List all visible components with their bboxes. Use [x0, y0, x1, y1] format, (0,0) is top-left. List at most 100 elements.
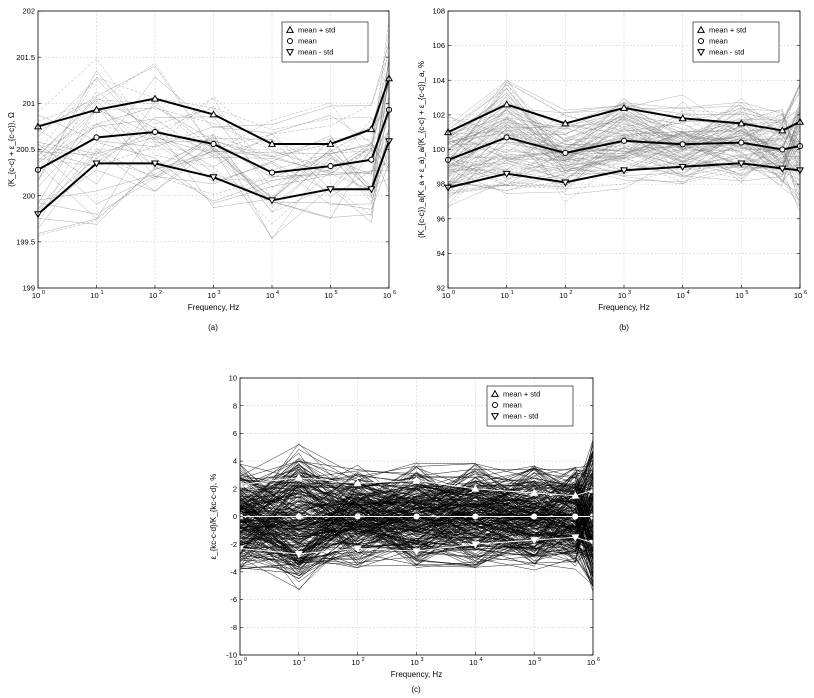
trial-curve — [240, 510, 593, 566]
x-tick-label: 10 — [293, 658, 301, 667]
trial-curve — [448, 123, 800, 184]
trial-curve — [448, 118, 800, 180]
trial-curve — [240, 481, 593, 526]
trial-curve — [448, 131, 800, 165]
series-line — [37, 109, 390, 174]
trial-curve — [240, 507, 593, 552]
trial-curve — [38, 123, 389, 202]
series-point — [471, 541, 480, 549]
x-tick-label: 10 — [559, 291, 567, 300]
legend-entry: mean - std — [298, 48, 333, 57]
series-line — [447, 162, 801, 189]
trial-curve — [240, 469, 593, 558]
trial-curve — [448, 119, 800, 195]
x-tick-exponent: 5 — [335, 290, 338, 296]
x-tick-exponent: 0 — [452, 290, 455, 296]
trial-curve — [38, 65, 389, 174]
series-point — [531, 513, 538, 520]
legend-marker — [696, 25, 706, 33]
trial-curve — [38, 53, 389, 150]
trial-curve — [448, 114, 800, 162]
trial-curve — [240, 494, 593, 550]
x-tick-label: 10 — [266, 291, 274, 300]
trial-curve — [448, 110, 800, 186]
trial-curve — [38, 99, 389, 168]
trial-curve — [448, 84, 800, 136]
trial-curve — [240, 497, 593, 574]
legend-box — [692, 21, 780, 63]
y-tick-label: -2 — [230, 540, 237, 549]
x-tick-exponent: 3 — [628, 290, 631, 296]
trial-curve — [38, 74, 389, 156]
x-tick-label: 10 — [735, 291, 743, 300]
trial-curve — [240, 501, 593, 565]
trial-curve — [240, 493, 593, 564]
series-point — [503, 134, 510, 141]
y-tick-label: 6 — [233, 429, 237, 438]
trial-curve — [448, 140, 800, 181]
series-point — [93, 134, 100, 141]
trial-curve — [448, 135, 800, 212]
y-tick-label: 0 — [233, 512, 237, 521]
trial-curve — [448, 104, 800, 157]
legend-marker — [286, 37, 294, 45]
trial-curve — [448, 106, 800, 154]
x-tick-label: 10 — [500, 291, 508, 300]
x-tick-label: 10 — [469, 658, 477, 667]
series-point — [92, 105, 101, 113]
x-tick-exponent: 5 — [538, 657, 541, 663]
x-tick-label: 10 — [618, 291, 626, 300]
trial-curve — [240, 482, 593, 556]
trial-curve — [448, 114, 800, 172]
trial-curve — [240, 463, 593, 552]
legend-entry: mean + std — [709, 26, 746, 35]
trial-curve — [240, 504, 593, 582]
series-point — [368, 156, 375, 163]
series-point — [562, 149, 569, 157]
y-tick-label: 94 — [437, 249, 445, 258]
series-point — [353, 479, 362, 487]
series-point — [354, 513, 361, 520]
x-axis-label: Frequency, Hz — [188, 303, 239, 312]
trial-curve — [448, 131, 800, 174]
trial-curve — [240, 465, 593, 523]
x-axis-label: Frequency, Hz — [391, 670, 442, 679]
trial-curve — [38, 70, 389, 193]
series-point — [327, 163, 334, 170]
series-line — [37, 78, 390, 145]
trial-curve — [448, 107, 800, 184]
trial-curve — [38, 107, 389, 226]
series-line — [447, 136, 801, 161]
series-point — [471, 484, 480, 492]
x-tick-label: 10 — [32, 291, 40, 300]
y-tick-label: 199 — [22, 284, 35, 293]
series-point — [779, 146, 786, 153]
trial-curve — [38, 41, 389, 163]
trial-curve — [448, 121, 800, 191]
series-point — [294, 473, 303, 481]
y-tick-label: 104 — [432, 76, 445, 85]
trial-curve — [448, 90, 800, 135]
trial-curve — [240, 505, 593, 555]
x-tick-label: 10 — [90, 291, 98, 300]
series-line — [37, 140, 390, 215]
series-point — [571, 534, 580, 542]
trial-curve — [240, 460, 593, 527]
legend-entry: mean - std — [709, 48, 744, 57]
x-tick-exponent: 4 — [479, 657, 482, 663]
x-tick-label: 10 — [324, 291, 332, 300]
trial-curve — [38, 42, 389, 156]
trial-curve — [448, 109, 800, 176]
trial-curve — [448, 140, 800, 200]
trial-curve — [240, 508, 593, 575]
trial-curve — [448, 105, 800, 175]
background-curves — [240, 439, 593, 592]
trial-curve — [240, 525, 593, 590]
x-tick-label: 10 — [410, 658, 418, 667]
series-point — [678, 163, 687, 172]
trial-curve — [38, 96, 389, 239]
x-tick-label: 10 — [442, 291, 450, 300]
y-tick-label: -6 — [230, 595, 237, 604]
x-tick-label: 10 — [234, 658, 242, 667]
